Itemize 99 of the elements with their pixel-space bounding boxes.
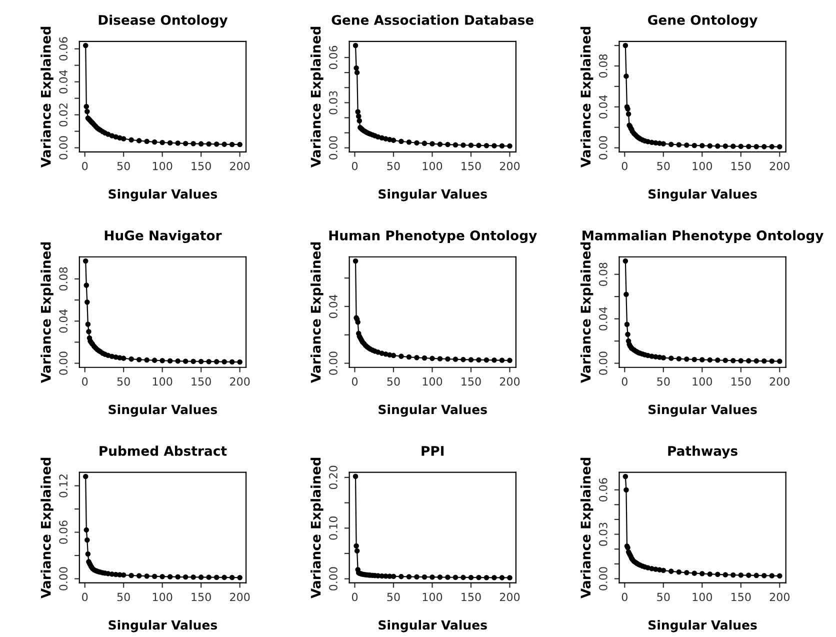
y-tick-label: 0.03 xyxy=(329,91,338,114)
y-tick-label: 0.06 xyxy=(598,478,608,502)
y-tick-label: 0.04 xyxy=(329,294,338,318)
x-tick-label: 0 xyxy=(352,162,358,170)
x-tick-label: 0 xyxy=(82,592,88,602)
x-tick-label: 200 xyxy=(500,162,520,170)
x-axis-title: Singular Values xyxy=(648,189,757,202)
y-tick-label: 0.00 xyxy=(598,352,608,375)
y-tick-label: 0.04 xyxy=(59,309,68,333)
chart-title: Disease Ontology xyxy=(98,14,228,28)
y-axis-title: Variance Explained xyxy=(580,242,594,383)
x-tick-label: 200 xyxy=(500,377,520,386)
y-axis-title: Variance Explained xyxy=(40,242,54,383)
x-tick-label: 50 xyxy=(657,377,670,386)
y-tick-label: 0.06 xyxy=(59,520,68,544)
x-tick-label: 200 xyxy=(770,162,790,170)
y-axis-title: Variance Explained xyxy=(40,26,54,168)
y-tick-label: 0.00 xyxy=(329,567,338,590)
x-tick-label: 200 xyxy=(230,162,250,170)
x-tick-label: 0 xyxy=(82,162,88,170)
y-axis-title: Variance Explained xyxy=(310,26,324,168)
x-tick-label: 100 xyxy=(692,377,712,386)
y-axis-title: Variance Explained xyxy=(40,458,54,598)
y-tick-label: 0.04 xyxy=(598,95,608,119)
x-tick-label: 50 xyxy=(117,162,130,170)
x-tick-label: 50 xyxy=(657,592,670,602)
y-tick-label: 0.12 xyxy=(59,474,68,498)
y-tick-label: 0.00 xyxy=(329,352,338,375)
x-tick-label: 150 xyxy=(192,592,211,602)
y-tick-label: 0.00 xyxy=(329,136,338,160)
x-tick-label: 100 xyxy=(152,592,172,602)
y-tick-label: 0.00 xyxy=(59,567,68,590)
y-axis-title: Variance Explained xyxy=(580,458,594,598)
x-tick-label: 100 xyxy=(152,377,172,386)
x-axis-title: Singular Values xyxy=(108,404,218,417)
y-tick-label: 0.08 xyxy=(598,54,608,78)
x-tick-label: 150 xyxy=(732,162,751,170)
y-tick-label: 0.06 xyxy=(59,37,68,60)
chart-title: Pubmed Abstract xyxy=(100,446,227,456)
chart-title: Human Phenotype Ontology xyxy=(329,230,537,244)
x-tick-label: 50 xyxy=(117,592,130,602)
x-axis-title: Singular Values xyxy=(108,189,218,202)
x-tick-label: 150 xyxy=(732,377,751,386)
y-tick-label: 0.00 xyxy=(598,136,608,160)
x-axis-title: Singular Values xyxy=(648,404,757,417)
x-tick-label: 200 xyxy=(230,592,250,602)
y-tick-label: 0.00 xyxy=(59,352,68,375)
x-axis-title: Singular Values xyxy=(108,620,218,632)
y-tick-label: 0.02 xyxy=(59,104,68,126)
x-tick-label: 150 xyxy=(192,377,211,386)
x-tick-label: 100 xyxy=(692,592,712,602)
y-axis-title: Variance Explained xyxy=(310,242,324,383)
y-tick-label: 0.00 xyxy=(59,136,68,160)
x-tick-label: 200 xyxy=(770,377,790,386)
chart-title: PPI xyxy=(422,446,444,456)
chart-title: Mammalian Phenotype Ontology xyxy=(582,230,824,244)
x-tick-label: 150 xyxy=(732,592,751,602)
chart-title: Gene Association Database xyxy=(332,14,534,25)
x-tick-label: 0 xyxy=(352,377,358,386)
x-tick-label: 100 xyxy=(422,162,442,170)
y-tick-label: 0.08 xyxy=(59,267,68,291)
chart-title: Gene Ontology xyxy=(648,14,758,28)
x-tick-label: 150 xyxy=(192,162,211,170)
x-tick-label: 100 xyxy=(152,162,172,170)
y-tick-label: 0.06 xyxy=(329,46,338,70)
x-tick-label: 150 xyxy=(462,162,481,170)
x-tick-label: 50 xyxy=(387,162,400,170)
x-tick-label: 0 xyxy=(82,377,88,386)
x-tick-label: 200 xyxy=(230,377,250,386)
x-tick-label: 50 xyxy=(387,592,400,602)
x-tick-label: 50 xyxy=(387,377,400,386)
y-tick-label: 0.04 xyxy=(598,307,608,330)
y-tick-label: 0.08 xyxy=(598,262,608,286)
x-tick-label: 50 xyxy=(657,162,670,170)
x-tick-label: 100 xyxy=(692,162,712,170)
chart-title: HuGe Navigator xyxy=(104,230,222,244)
x-tick-label: 200 xyxy=(770,592,790,602)
y-tick-label: 0.04 xyxy=(59,70,68,94)
y-tick-label: 0.00 xyxy=(598,567,608,590)
x-tick-label: 150 xyxy=(462,377,481,386)
x-tick-label: 0 xyxy=(622,592,628,602)
x-tick-label: 0 xyxy=(622,162,628,170)
x-tick-label: 0 xyxy=(352,592,358,602)
y-tick-label: 0.20 xyxy=(329,466,338,490)
y-tick-label: 0.03 xyxy=(598,522,608,546)
x-tick-label: 0 xyxy=(622,377,628,386)
x-axis-title: Singular Values xyxy=(378,404,487,417)
x-axis-title: Singular Values xyxy=(378,189,487,202)
x-tick-label: 200 xyxy=(500,592,520,602)
y-axis-title: Variance Explained xyxy=(580,26,594,168)
x-axis-title: Singular Values xyxy=(378,620,487,632)
y-tick-label: 0.10 xyxy=(329,516,338,540)
chart-title: Pathways xyxy=(668,446,738,459)
x-tick-label: 50 xyxy=(117,377,130,386)
x-axis-title: Singular Values xyxy=(648,620,757,632)
x-tick-label: 100 xyxy=(422,592,442,602)
x-tick-label: 100 xyxy=(422,377,442,386)
x-tick-label: 150 xyxy=(462,592,481,602)
y-axis-title: Variance Explained xyxy=(310,458,324,598)
